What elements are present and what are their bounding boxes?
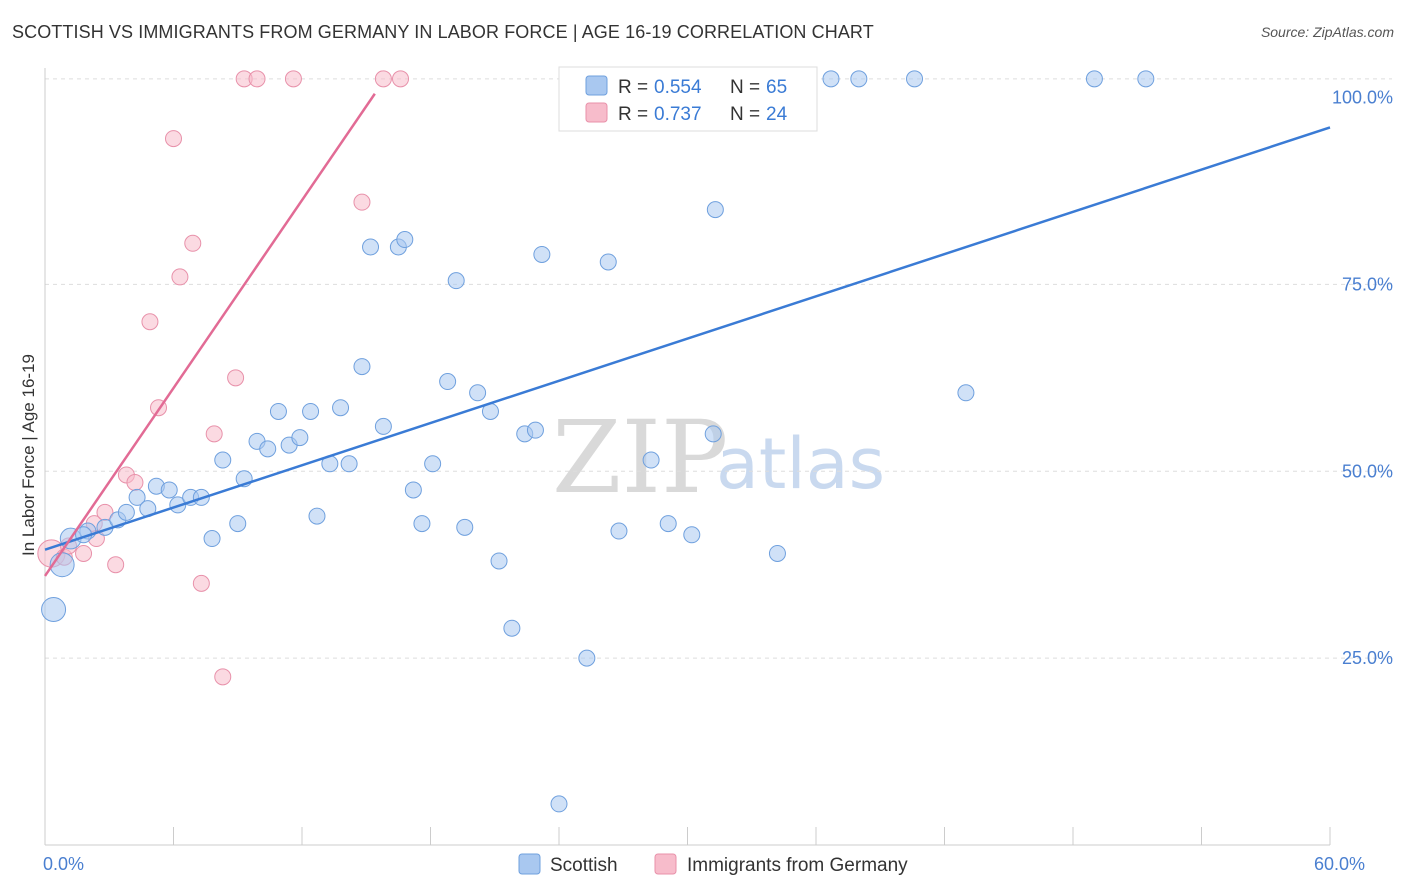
germany-point (353, 193, 371, 211)
legend-r-label-germany: R = (618, 104, 648, 125)
watermark: ZIP atlas (552, 399, 885, 516)
germany-point (214, 668, 232, 686)
scottish-point (578, 649, 596, 667)
legend-r-value-scottish: 0.554 (654, 77, 702, 98)
scottish-point (906, 70, 924, 88)
germany-point (248, 70, 266, 88)
legend-r-label-scottish: R = (618, 77, 648, 98)
scottish-point (214, 451, 232, 469)
germany-point (205, 425, 223, 443)
scottish-point (822, 70, 840, 88)
scottish-point (396, 231, 414, 249)
y-axis-label: In Labor Force | Age 16-19 (19, 354, 38, 556)
germany-point (227, 369, 245, 387)
scottish-point (610, 522, 628, 540)
germany-point (392, 70, 410, 88)
scottish-point (291, 429, 309, 447)
scottish-point (203, 530, 221, 548)
correlation-legend: R = 0.554 N = 65 R = 0.737 N = 24 (558, 66, 818, 132)
scottish-point (308, 507, 326, 525)
source-credit: Source: ZipAtlas.com (1260, 24, 1394, 40)
y-tick-label: 100.0% (1332, 88, 1393, 108)
y-tick-label: 25.0% (1342, 648, 1393, 668)
scottish-point (456, 518, 474, 536)
scottish-point (469, 384, 487, 402)
scottish-point (503, 619, 521, 637)
chart-title: SCOTTISH VS IMMIGRANTS FROM GERMANY IN L… (12, 22, 874, 42)
series-legend: Scottish Immigrants from Germany (518, 853, 908, 876)
x-axis-ticks: 0.0% 60.0% (43, 827, 1365, 874)
series-germany-points (37, 70, 410, 686)
scottish-point (533, 245, 551, 263)
scottish-point (526, 421, 544, 439)
scottish-point (447, 272, 465, 290)
legend-r-value-germany: 0.737 (654, 104, 702, 125)
scottish-point (302, 402, 320, 420)
scottish-point (413, 515, 431, 533)
scottish-point (768, 544, 786, 562)
scottish-point (424, 455, 442, 473)
germany-point (165, 130, 182, 148)
germany-point (141, 313, 159, 331)
scottish-point (850, 70, 868, 88)
germany-point (107, 556, 125, 574)
scottish-point (1137, 70, 1155, 88)
scottish-point (259, 440, 277, 458)
scottish-point (374, 417, 392, 435)
bottom-legend-swatch-scottish (518, 853, 541, 875)
legend-n-value-germany: 24 (766, 104, 788, 125)
scottish-point (340, 455, 358, 473)
scottish-point (683, 526, 701, 544)
germany-point (374, 70, 392, 88)
bottom-legend-label-germany: Immigrants from Germany (687, 855, 908, 876)
scottish-point (353, 358, 371, 376)
scottish-point (160, 481, 178, 499)
germany-point (75, 544, 93, 562)
legend-swatch-scottish (585, 75, 608, 96)
y-axis-tick-labels: 25.0% 50.0% 75.0% 100.0% (1332, 88, 1393, 669)
scottish-point (128, 488, 146, 506)
legend-n-value-scottish: 65 (766, 77, 787, 98)
germany-trend-line (43, 93, 376, 577)
y-tick-label: 75.0% (1342, 274, 1393, 294)
bottom-legend-swatch-germany (654, 853, 677, 875)
scottish-point (404, 481, 422, 499)
scottish-point (229, 515, 247, 533)
scottish-point (704, 425, 722, 443)
x-tick-label: 0.0% (43, 854, 84, 874)
watermark-zip: ZIP (552, 399, 728, 516)
scottish-point (41, 597, 67, 623)
scottish-trend-line (44, 126, 1331, 551)
germany-point (192, 574, 210, 592)
scottish-point (1085, 70, 1103, 88)
scottish-point (550, 795, 568, 813)
scottish-point (269, 402, 287, 420)
germany-point (184, 234, 202, 252)
scottish-point (706, 201, 724, 219)
scottish-point (642, 451, 660, 469)
bottom-legend-label-scottish: Scottish (550, 855, 618, 876)
x-tick-label: 60.0% (1314, 854, 1365, 874)
gridlines (45, 78, 1392, 659)
legend-swatch-germany (585, 102, 608, 123)
legend-n-label-scottish: N = (730, 77, 760, 98)
scottish-point (957, 384, 975, 402)
scottish-point (490, 552, 508, 570)
watermark-atlas: atlas (716, 423, 885, 505)
germany-point (126, 473, 144, 491)
scottish-point (362, 238, 380, 256)
germany-point (171, 268, 189, 286)
germany-point (284, 70, 302, 88)
y-tick-label: 50.0% (1342, 461, 1393, 481)
scottish-point (117, 503, 135, 521)
scottish-point (332, 399, 350, 417)
legend-n-label-germany: N = (730, 104, 760, 125)
scottish-point (659, 515, 677, 533)
scottish-point (599, 253, 617, 271)
scottish-point (439, 373, 457, 391)
